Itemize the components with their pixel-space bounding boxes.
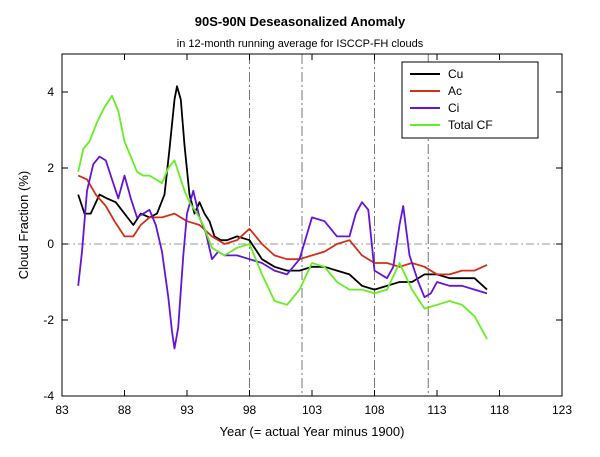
x-tick-label: 113 xyxy=(427,403,446,417)
legend-label: Total CF xyxy=(448,118,493,132)
y-axis-ticks: -4 -2 0 2 4 xyxy=(43,85,562,403)
x-tick-label: 93 xyxy=(180,403,194,417)
y-tick-label: 4 xyxy=(47,85,54,99)
vertical-reference-lines xyxy=(249,54,429,396)
series-line-ac xyxy=(77,174,488,276)
legend: Cu Ac Ci Total CF xyxy=(401,61,539,139)
y-tick-label: -2 xyxy=(43,313,54,327)
x-tick-label: 83 xyxy=(55,403,69,417)
series-layer xyxy=(77,85,488,350)
x-tick-label: 123 xyxy=(552,403,572,417)
chart-subtitle: in 12-month running average for ISCCP-FH… xyxy=(176,38,424,50)
y-tick-label: -4 xyxy=(43,389,54,403)
series-line-ci xyxy=(77,155,488,350)
y-tick-label: 2 xyxy=(47,161,54,175)
series-line-cu xyxy=(77,85,488,291)
x-tick-label: 108 xyxy=(364,403,384,417)
x-tick-label: 88 xyxy=(118,403,132,417)
y-axis-label: Cloud Fraction (%) xyxy=(16,171,31,279)
legend-label: Cu xyxy=(448,67,463,81)
x-axis-label: Year (= actual Year minus 1900) xyxy=(220,424,405,439)
legend-label: Ac xyxy=(448,84,462,98)
y-tick-label: 0 xyxy=(47,237,54,251)
x-tick-label: 103 xyxy=(302,403,322,417)
series-line-total-cf xyxy=(77,94,488,340)
x-tick-label: 118 xyxy=(490,403,509,417)
chart-title: 90S-90N Deseasonalized Anomaly xyxy=(194,14,406,29)
x-tick-label: 98 xyxy=(243,403,257,417)
x-axis-ticks: 83 88 93 98 103 108 113 118 123 xyxy=(55,54,572,417)
legend-label: Ci xyxy=(448,101,459,115)
